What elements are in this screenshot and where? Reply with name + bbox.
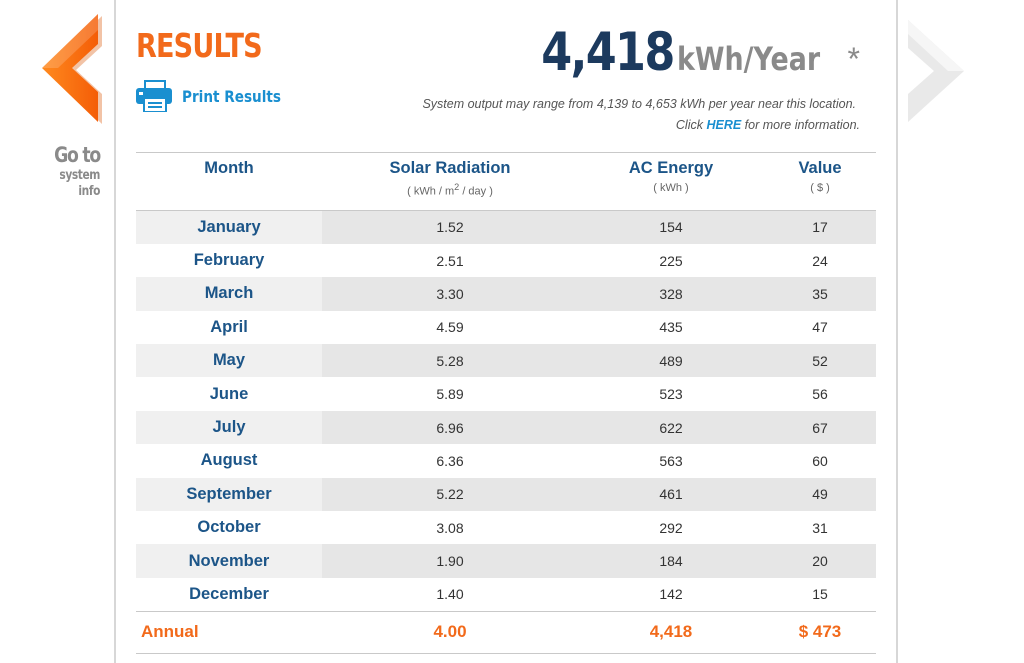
page-title: RESULTS (136, 26, 263, 65)
value-cell: 15 (764, 577, 876, 612)
value-cell: 49 (764, 477, 876, 512)
print-results-label: Print Results (182, 86, 281, 106)
table-row: October 3.08 292 31 (136, 511, 876, 545)
monthly-results-table: Month Solar Radiation ( kWh / m2 / day )… (136, 152, 876, 654)
ac-cell: 622 (578, 410, 764, 445)
more-info-link[interactable]: HERE (706, 118, 742, 132)
month-cell: November (136, 544, 322, 578)
month-cell: October (136, 511, 322, 545)
table-row: December 1.40 142 15 (136, 577, 876, 612)
solar-cell: 1.90 (322, 544, 578, 578)
column-header-solar-radiation: Solar Radiation ( kWh / m2 / day ) (322, 152, 578, 211)
table-row: November 1.90 184 20 (136, 544, 876, 578)
annual-total-row: Annual 4.00 4,418 $ 473 (136, 610, 876, 654)
ac-cell: 328 (578, 277, 764, 311)
value-cell: 47 (764, 310, 876, 345)
ac-cell: 563 (578, 444, 764, 478)
month-cell: July (136, 410, 322, 445)
goto-system-info-link[interactable]: Go to system info (22, 142, 101, 200)
solar-cell: 4.59 (322, 310, 578, 345)
table-row: January 1.52 154 17 (136, 210, 876, 244)
ac-cell: 142 (578, 577, 764, 612)
month-cell: September (136, 477, 322, 512)
value-cell: 67 (764, 410, 876, 445)
ac-cell: 435 (578, 310, 764, 345)
printer-icon (136, 80, 172, 112)
solar-cell: 5.89 (322, 377, 578, 411)
month-cell: January (136, 210, 322, 244)
value-cell: 60 (764, 444, 876, 478)
ac-energy-unit: ( kWh ) (653, 182, 689, 194)
month-cell: June (136, 377, 322, 411)
solar-cell: 6.96 (322, 410, 578, 445)
solar-cell: 1.40 (322, 577, 578, 612)
annual-output-value: 4,418 (540, 22, 675, 83)
table-row: February 2.51 225 24 (136, 243, 876, 278)
ac-cell: 225 (578, 243, 764, 278)
solar-radiation-unit: ( kWh / m2 / day ) (407, 182, 493, 198)
ac-cell: 184 (578, 544, 764, 578)
results-panel: RESULTS Print Results 4,418 kWh/Year * S… (114, 0, 898, 663)
chevron-right-icon (908, 20, 964, 122)
solar-cell: 5.22 (322, 477, 578, 512)
value-cell: 35 (764, 277, 876, 311)
annual-output-unit: kWh/Year (677, 40, 821, 78)
next-step-arrow[interactable] (902, 18, 968, 124)
value-cell: 17 (764, 210, 876, 244)
solar-cell: 5.28 (322, 344, 578, 378)
table-row: September 5.22 461 49 (136, 477, 876, 512)
more-info-suffix: for more information. (741, 118, 860, 132)
month-cell: April (136, 310, 322, 345)
solar-cell: 1.52 (322, 210, 578, 244)
table-row: March 3.30 328 35 (136, 277, 876, 311)
output-range-note: System output may range from 4,139 to 4,… (422, 97, 856, 111)
value-cell: 31 (764, 511, 876, 545)
table-row: August 6.36 563 60 (136, 444, 876, 478)
ac-cell: 461 (578, 477, 764, 512)
month-cell: December (136, 577, 322, 612)
annual-output-summary: 4,418 kWh/Year * (516, 22, 860, 83)
ac-cell: 292 (578, 511, 764, 545)
month-cell: February (136, 243, 322, 278)
print-results-button[interactable]: Print Results (136, 80, 298, 112)
table-row: April 4.59 435 47 (136, 310, 876, 345)
month-cell: August (136, 444, 322, 478)
table-row: June 5.89 523 56 (136, 377, 876, 411)
value-cell: 20 (764, 544, 876, 578)
more-info-note: Click HERE for more information. (676, 118, 860, 132)
annual-label: Annual (136, 610, 322, 654)
table-row: May 5.28 489 52 (136, 344, 876, 378)
chevron-left-icon (42, 14, 102, 124)
solar-cell: 3.30 (322, 277, 578, 311)
ac-cell: 523 (578, 377, 764, 411)
system-info-label: system info (59, 168, 100, 199)
month-cell: March (136, 277, 322, 311)
annual-solar-value: 4.00 (322, 610, 578, 654)
table-row: July 6.96 622 67 (136, 410, 876, 445)
ac-cell: 489 (578, 344, 764, 378)
value-cell: 52 (764, 344, 876, 378)
annual-ac-value: 4,418 (578, 610, 764, 654)
more-info-prefix: Click (675, 118, 707, 132)
solar-cell: 6.36 (322, 444, 578, 478)
annual-dollar-value: $ 473 (764, 610, 876, 654)
column-header-ac-energy: AC Energy ( kWh ) (578, 152, 764, 211)
ac-cell: 154 (578, 210, 764, 244)
solar-cell: 3.08 (322, 511, 578, 545)
table-header-row: Month Solar Radiation ( kWh / m2 / day )… (136, 152, 876, 211)
goto-label: Go to (54, 143, 101, 167)
annual-output-asterisk: * (847, 41, 860, 77)
solar-cell: 2.51 (322, 243, 578, 278)
column-header-value: Value ( $ ) (764, 152, 876, 211)
value-cell: 56 (764, 377, 876, 411)
previous-step-arrow[interactable] (38, 12, 104, 124)
column-header-month: Month (136, 152, 322, 211)
value-cell: 24 (764, 243, 876, 278)
value-unit: ( $ ) (810, 182, 830, 194)
month-cell: May (136, 344, 322, 378)
